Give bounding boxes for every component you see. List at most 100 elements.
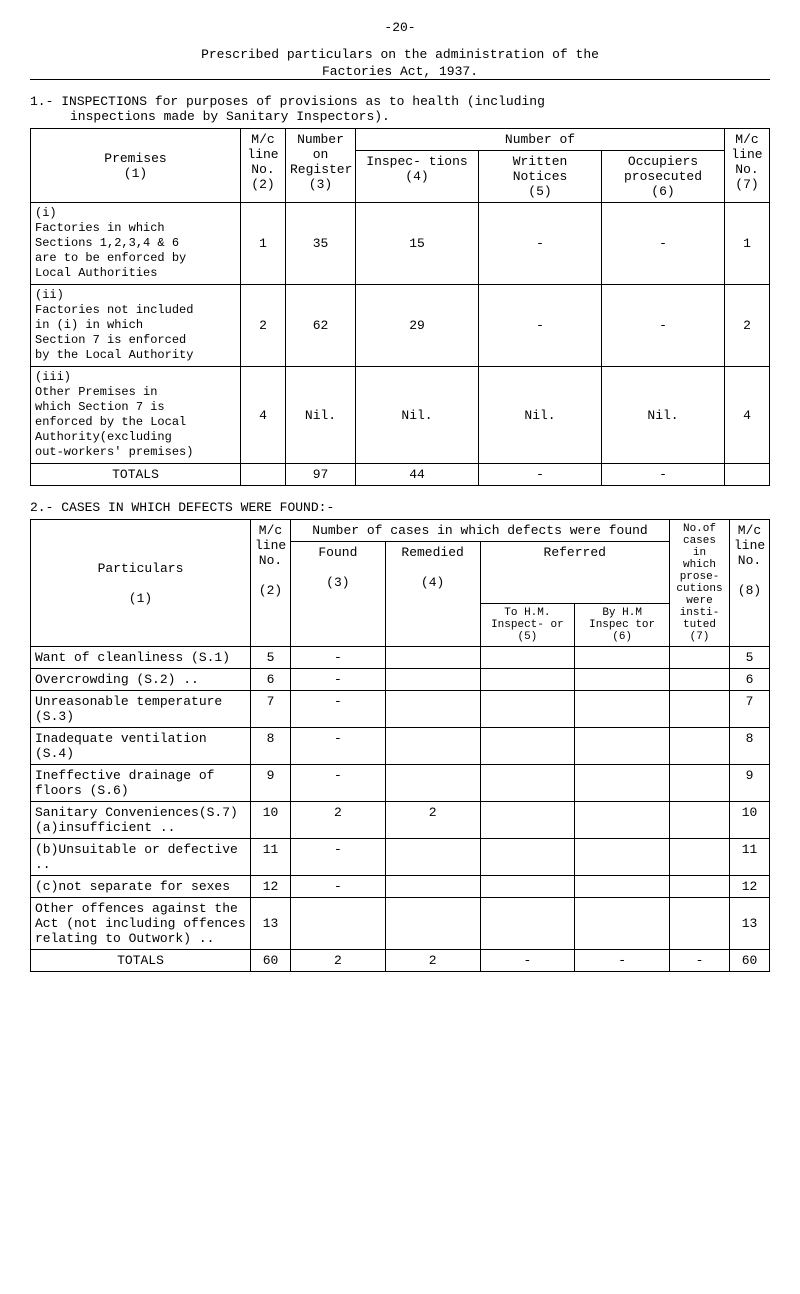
- cell: -: [291, 765, 386, 802]
- col-mc-line-2-label: M/c line No.: [731, 132, 762, 177]
- table-row: Overcrowding (S.2) .. 6 - 6: [31, 669, 770, 691]
- defects-table: Particulars (1) M/c line No. (2) Number …: [30, 519, 770, 972]
- cell: Nil.: [602, 367, 725, 464]
- title-line-2: Factories Act, 1937.: [30, 64, 770, 80]
- section-1-text-2: inspections made by Sanitary Inspectors)…: [70, 109, 390, 124]
- cell: -: [479, 203, 602, 285]
- cell: 15: [356, 203, 479, 285]
- row-text: Factories not included in (i) in which S…: [35, 303, 200, 363]
- cell: [385, 765, 480, 802]
- cell: [725, 464, 770, 486]
- cell: [670, 728, 730, 765]
- cell: 12: [730, 876, 770, 898]
- col-mc-line-2-sub: (7): [735, 177, 758, 192]
- cell: 1: [241, 203, 286, 285]
- table-row: Ineffective drainage of floors (S.6) 9 -…: [31, 765, 770, 802]
- row-label: Sanitary Conveniences(S.7) (a)insufficie…: [31, 802, 251, 839]
- col-noof: No.of cases in which prose- cutions were…: [670, 520, 730, 647]
- cell: [575, 802, 670, 839]
- col-occupiers-sub: (6): [651, 184, 674, 199]
- row-text: Other Premises in which Section 7 is enf…: [35, 385, 200, 460]
- cell: 97: [286, 464, 356, 486]
- col-to-hm-sub: (5): [517, 631, 537, 643]
- col-noof-label: No.of cases in which prose- cutions were…: [676, 523, 722, 631]
- title-underline: Factories Act, 1937.: [30, 64, 770, 80]
- col-particulars: Particulars (1): [31, 520, 251, 647]
- cell: [670, 876, 730, 898]
- cell: [480, 876, 575, 898]
- col-premises: Premises (1): [31, 129, 241, 203]
- row-text: Factories in which Sections 1,2,3,4 & 6 …: [35, 221, 200, 281]
- cell: [670, 898, 730, 950]
- cell: 8: [251, 728, 291, 765]
- col-premises-label: Premises: [104, 151, 166, 166]
- cell: [575, 898, 670, 950]
- cell: 2: [725, 285, 770, 367]
- cell: [480, 647, 575, 669]
- col-remedied-label: Remedied: [401, 545, 463, 560]
- section-1-num: 1.-: [30, 94, 53, 109]
- section-1-text-1: INSPECTIONS for purposes of provisions a…: [61, 94, 545, 109]
- cell: -: [480, 950, 575, 972]
- cell: [575, 691, 670, 728]
- page-number: -20-: [30, 20, 770, 35]
- col-to-hm-label: To H.M. Inspect- or: [491, 607, 564, 631]
- col-mc-line-2-label: M/c line No.: [734, 523, 765, 568]
- col-register-sub: (3): [309, 177, 332, 192]
- col-occupiers: Occupiers prosecuted (6): [602, 151, 725, 203]
- cell: 7: [251, 691, 291, 728]
- cell: 62: [286, 285, 356, 367]
- cell: 10: [251, 802, 291, 839]
- cell: 35: [286, 203, 356, 285]
- document-title: Prescribed particulars on the administra…: [30, 47, 770, 80]
- row-label: Ineffective drainage of floors (S.6): [31, 765, 251, 802]
- col-occupiers-label: Occupiers prosecuted: [624, 154, 702, 184]
- cell: [480, 839, 575, 876]
- col-remedied-sub: (4): [421, 575, 444, 590]
- cell: [670, 669, 730, 691]
- cell: [670, 839, 730, 876]
- col-register: Number on Register (3): [286, 129, 356, 203]
- row-label: (c)not separate for sexes: [31, 876, 251, 898]
- cell: 5: [251, 647, 291, 669]
- cell: -: [670, 950, 730, 972]
- col-found: Found (3): [291, 542, 386, 647]
- cell: [670, 765, 730, 802]
- row-label: Overcrowding (S.2) ..: [31, 669, 251, 691]
- cell: 1: [725, 203, 770, 285]
- col-written: Written Notices (5): [479, 151, 602, 203]
- cell: 9: [251, 765, 291, 802]
- cell: [385, 669, 480, 691]
- col-to-hm: To H.M. Inspect- or (5): [480, 604, 575, 647]
- cell: 2: [291, 802, 386, 839]
- cell: [575, 669, 670, 691]
- cell: -: [602, 203, 725, 285]
- cell: Nil.: [479, 367, 602, 464]
- cell: [385, 691, 480, 728]
- col-referred: Referred: [480, 542, 670, 604]
- col-written-sub: (5): [528, 184, 551, 199]
- cell: [670, 691, 730, 728]
- cell: [575, 728, 670, 765]
- cell: -: [575, 950, 670, 972]
- col-written-label: Written Notices: [513, 154, 568, 184]
- col-num-cases: Number of cases in which defects were fo…: [291, 520, 670, 542]
- section-2-num: 2.-: [30, 500, 53, 515]
- cell: 2: [385, 802, 480, 839]
- cell: [480, 728, 575, 765]
- col-inspections: Inspec- tions (4): [356, 151, 479, 203]
- table-row: (iii) Other Premises in which Section 7 …: [31, 367, 770, 464]
- col-by-hm-label: By H.M Inspec tor: [589, 607, 655, 631]
- cell: 2: [291, 950, 386, 972]
- cell: [385, 728, 480, 765]
- col-premises-sub: (1): [124, 166, 147, 181]
- cell: 44: [356, 464, 479, 486]
- cell: [575, 839, 670, 876]
- cell: -: [291, 876, 386, 898]
- totals-row: TOTALS 60 2 2 - - - 60: [31, 950, 770, 972]
- col-number-of: Number of: [356, 129, 725, 151]
- cell: [385, 876, 480, 898]
- table-row: Other offences against the Act (not incl…: [31, 898, 770, 950]
- cell: [291, 898, 386, 950]
- cell: [480, 898, 575, 950]
